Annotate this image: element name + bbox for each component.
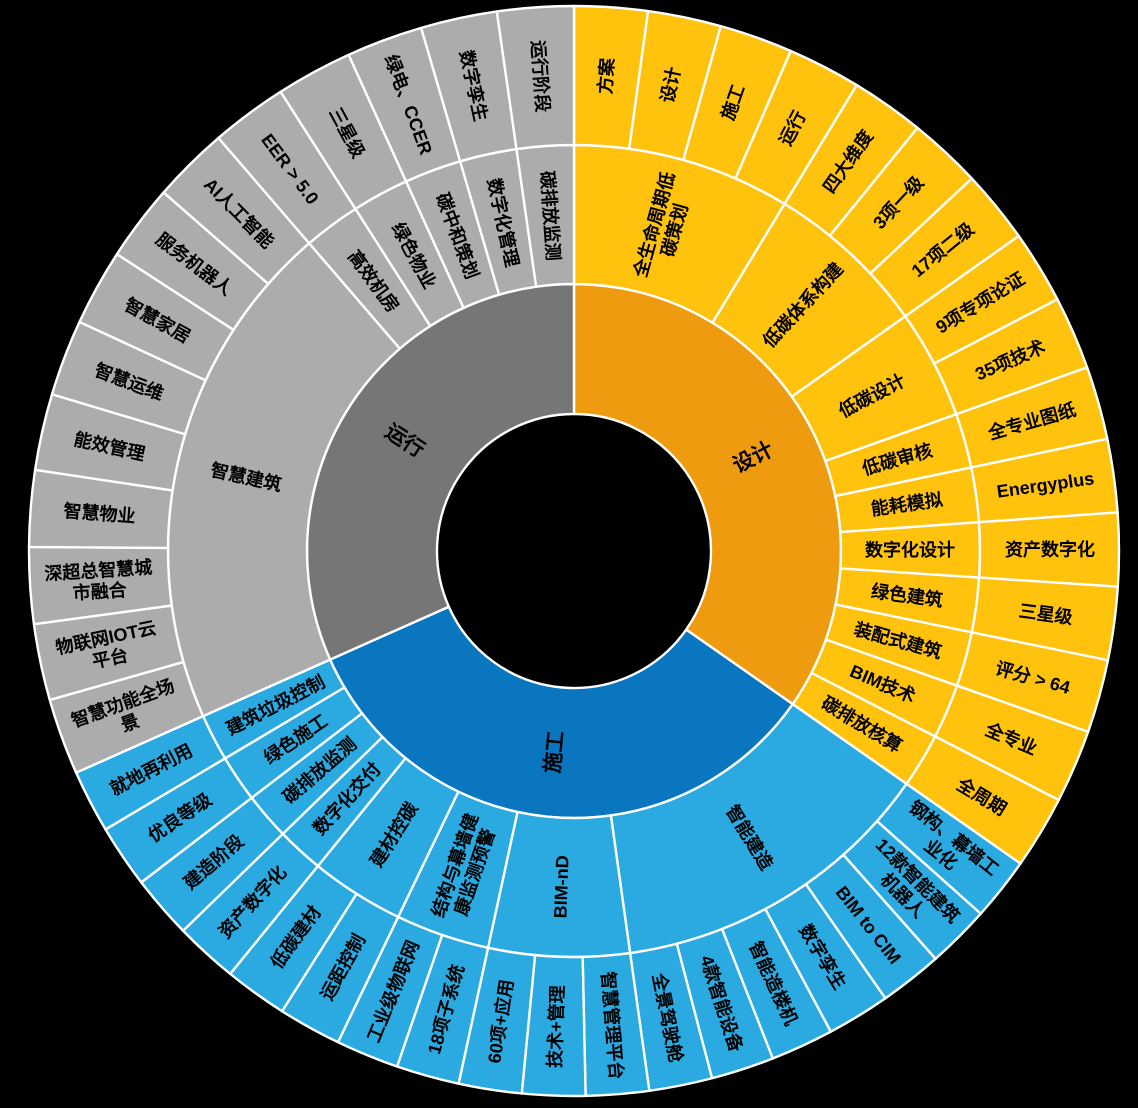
ring3-label: 资产数字化 bbox=[1005, 539, 1095, 560]
ring2-label: BIM-nD bbox=[550, 855, 572, 919]
ring3-label: 运行阶段 bbox=[528, 40, 554, 114]
ring1-label: 施工 bbox=[540, 730, 568, 774]
ring3-label: 方案 bbox=[594, 56, 617, 94]
center-hole bbox=[437, 414, 711, 688]
ring2-label: 数字化设计 bbox=[865, 539, 955, 560]
ring3-label: 技术+管理 bbox=[544, 985, 568, 1068]
ring3-运行阶段 bbox=[495, 4, 576, 151]
